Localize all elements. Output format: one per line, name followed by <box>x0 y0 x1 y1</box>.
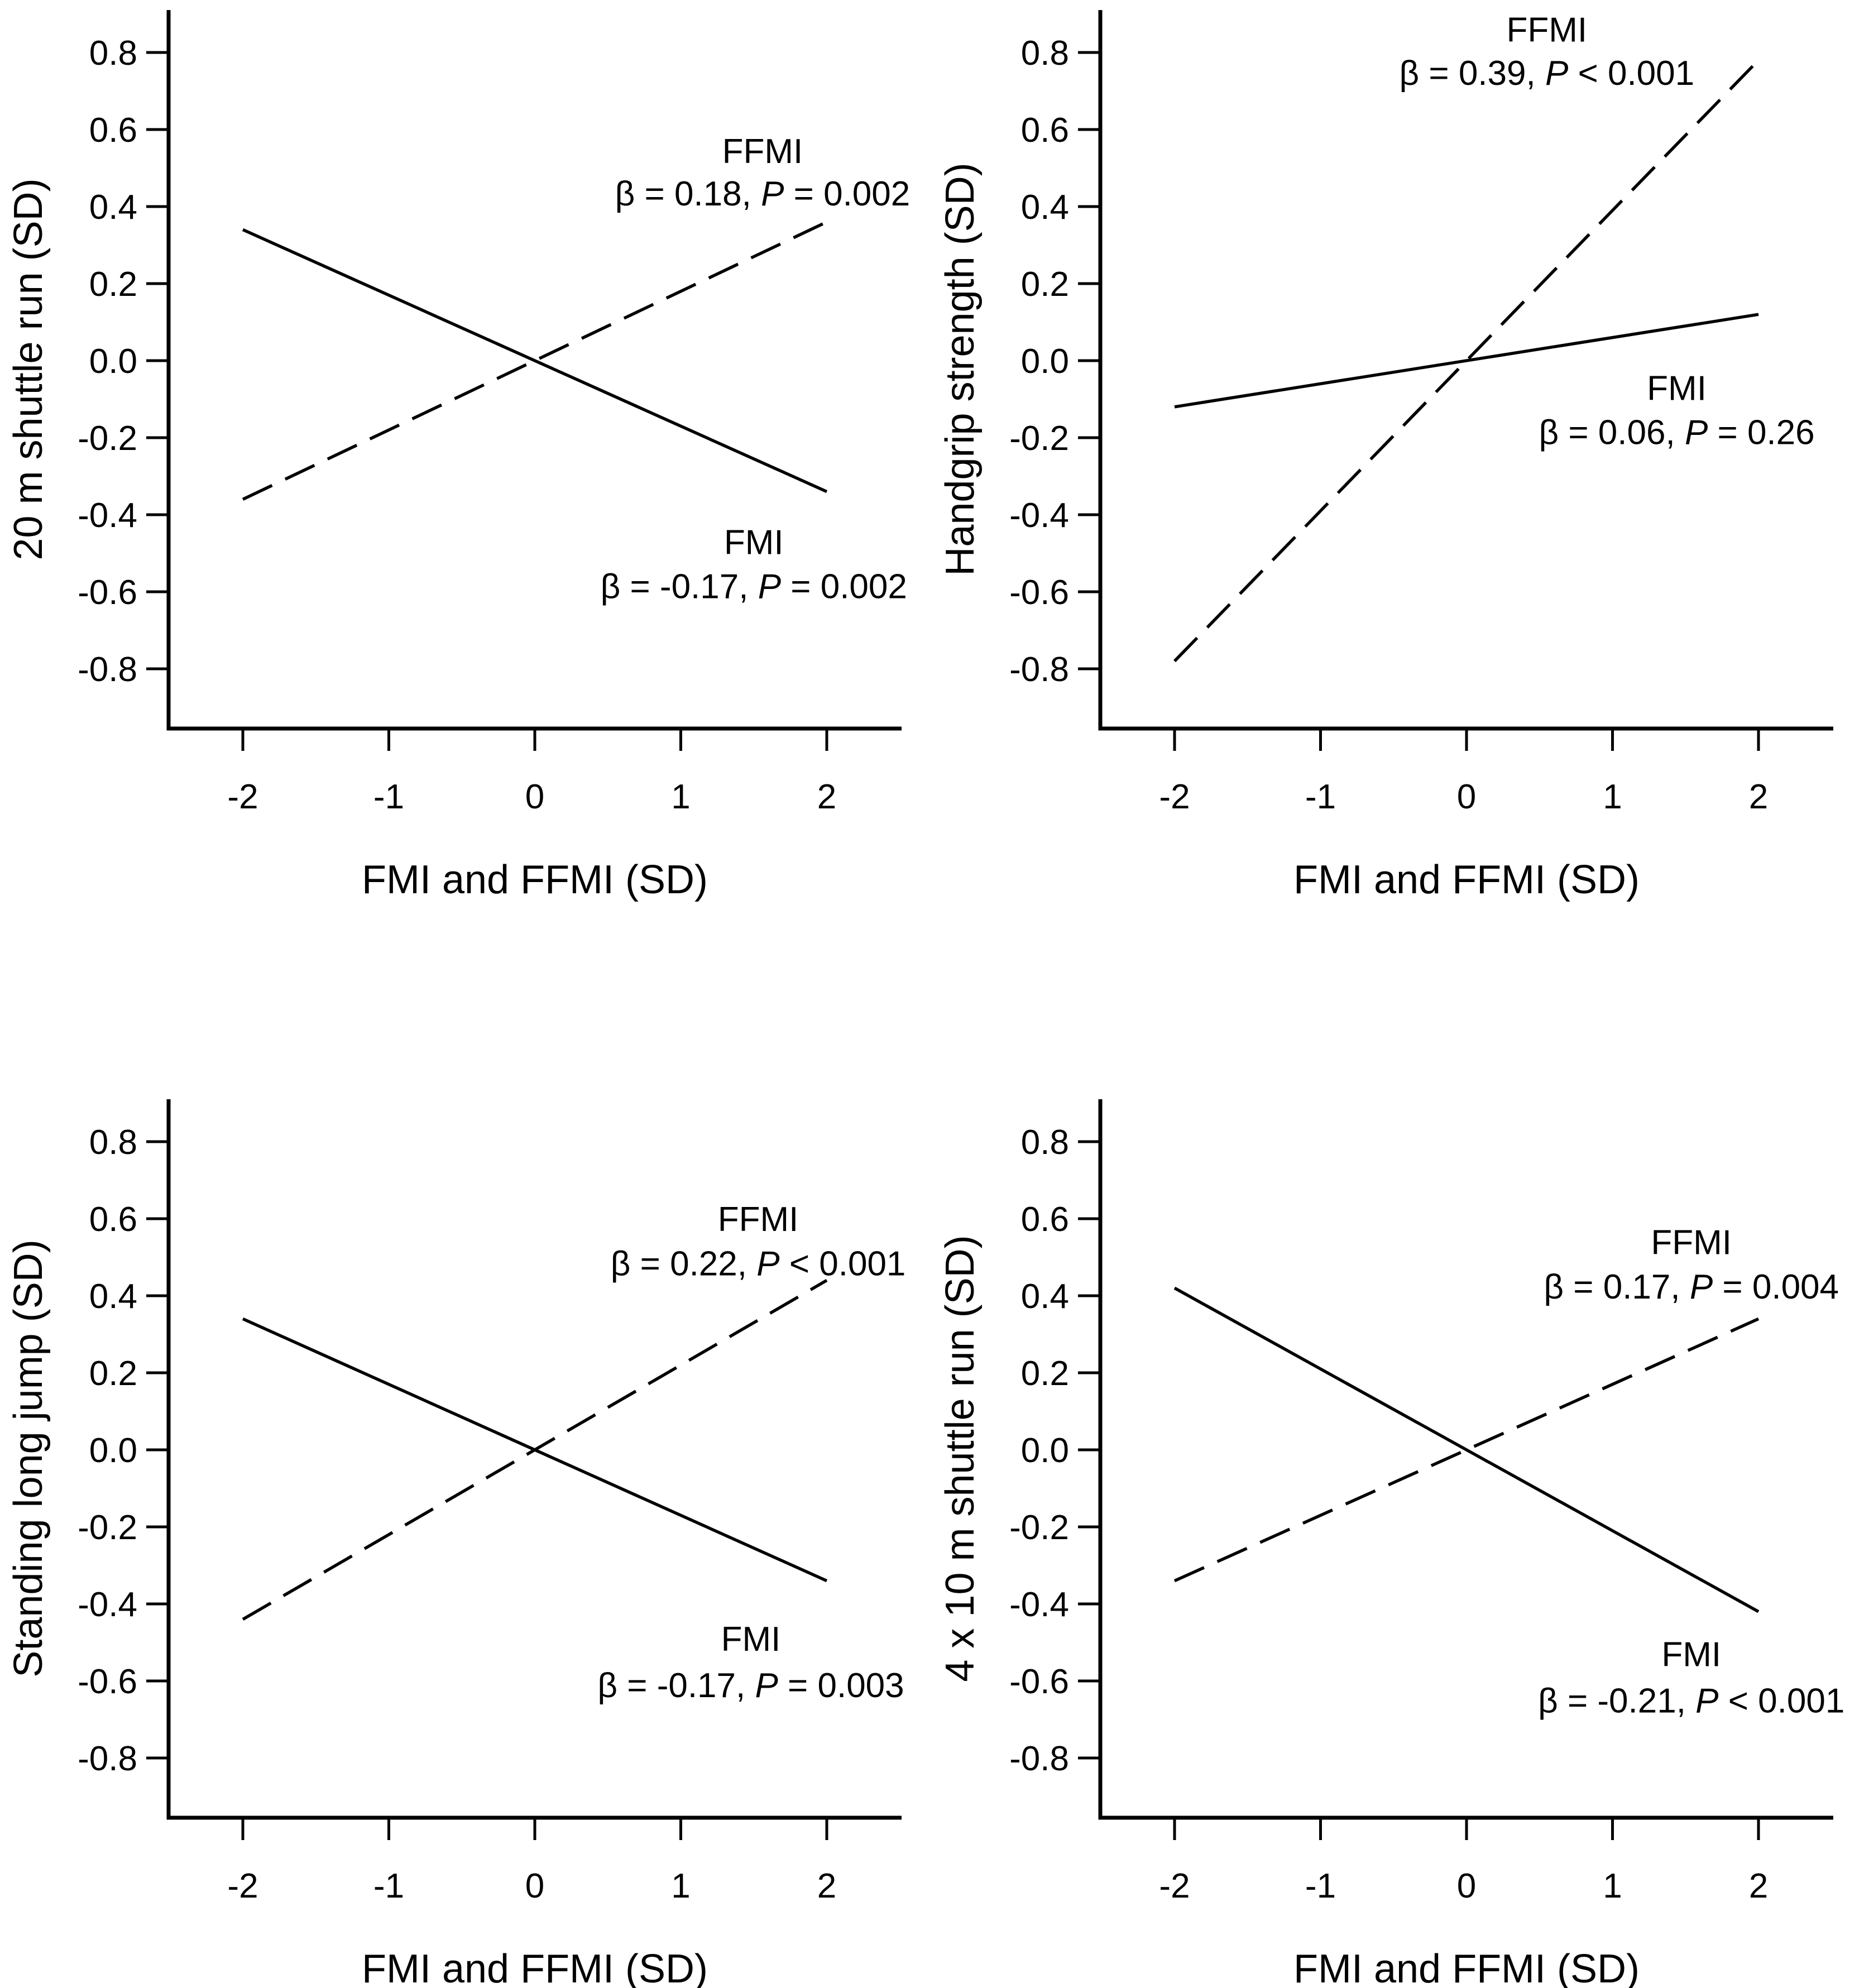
ffmi-line <box>242 221 828 501</box>
x-tick-label: 2 <box>817 778 836 816</box>
chart-top-right: 0.8 0.6 0.4 0.2 0.0 -0.2 -0.4 -0.6 -0.8 -2 -1 0 1 2 FM… <box>932 0 1864 994</box>
ffmi-annotation-stats: β = 0.22, P < 0.001 <box>611 1244 906 1283</box>
fmi-annotation-stats: β = -0.17, P = 0.002 <box>601 568 907 606</box>
fmi-annotation-stats: β = -0.17, P = 0.003 <box>597 1666 904 1705</box>
y-tick-label: -0.8 <box>1009 650 1069 689</box>
ffmi-annotation-title: FFMI <box>718 1200 799 1239</box>
x-tick-label: 0 <box>1457 1867 1476 1905</box>
y-tick-label: 0.4 <box>1021 188 1069 227</box>
fmi-line <box>242 1317 828 1583</box>
x-axis-label: FMI and FFMI (SD) <box>1293 858 1640 902</box>
y-tick-label: -0.6 <box>78 573 137 612</box>
ffmi-annotation-stats: β = 0.17, P = 0.004 <box>1544 1268 1839 1306</box>
y-tick-label: 0.2 <box>89 1354 137 1393</box>
x-tick-label: 2 <box>1749 1867 1768 1905</box>
y-tick-label: 0.6 <box>1021 1200 1069 1239</box>
x-tick-label: 2 <box>817 1867 836 1905</box>
x-tick-label: -1 <box>1305 1867 1336 1905</box>
y-tick-label: 0.6 <box>1021 111 1069 150</box>
y-tick-label: -0.8 <box>78 1740 137 1778</box>
y-tick-label: -0.6 <box>78 1663 137 1701</box>
y-tick-label: 0.0 <box>89 342 137 381</box>
x-tick-label: -2 <box>1159 1867 1190 1905</box>
y-tick-label: -0.6 <box>1009 573 1069 612</box>
fmi-annotation-title: FMI <box>724 523 784 562</box>
y-tick-label: -0.2 <box>1009 1508 1069 1547</box>
ffmi-annotation-stats: β = 0.18, P = 0.002 <box>615 175 911 213</box>
y-axis-label: Handgrip strength (SD) <box>938 162 983 576</box>
y-tick-label: -0.4 <box>78 496 137 535</box>
fmi-annotation-stats: β = -0.21, P < 0.001 <box>1538 1682 1844 1721</box>
chart-top-left: 0.8 0.6 0.4 0.2 0.0 -0.2 -0.4 -0.6 -0.8 -2 -1 0 1 2 FM… <box>0 0 932 994</box>
y-tick-label: 0.8 <box>1021 34 1069 73</box>
chart-bottom-right: 0.8 0.6 0.4 0.2 0.0 -0.2 -0.4 -0.6 -0.8 -2 -1 0 1 2 FM… <box>932 994 1864 1988</box>
y-tick-label: 0.4 <box>89 1277 137 1316</box>
y-tick-label: -0.4 <box>1009 1585 1069 1624</box>
y-tick-label: 0.4 <box>1021 1277 1069 1316</box>
y-axis-label: 20 m shuttle run (SD) <box>6 178 51 560</box>
fmi-annotation-title: FMI <box>721 1620 781 1659</box>
y-tick-label: -0.2 <box>78 1508 137 1547</box>
ffmi-annotation-title: FFMI <box>722 132 803 171</box>
x-axis-label: FMI and FFMI (SD) <box>362 1947 708 1988</box>
y-tick-label: 0.0 <box>1021 1431 1069 1470</box>
fmi-line <box>1174 313 1759 409</box>
fmi-annotation-stats: β = 0.06, P = 0.26 <box>1539 414 1814 452</box>
y-axis-label: 4 x 10 m shuttle run (SD) <box>938 1235 983 1682</box>
y-tick-label: 0.6 <box>89 111 137 150</box>
ffmi-annotation-stats: β = 0.39, P < 0.001 <box>1400 54 1695 93</box>
ffmi-line <box>1173 1317 1760 1583</box>
y-tick-label: 0.2 <box>89 265 137 304</box>
fmi-line <box>1173 1286 1760 1613</box>
y-tick-label: 0.8 <box>89 1123 137 1162</box>
x-tick-label: -1 <box>373 1867 404 1905</box>
y-tick-label: 0.4 <box>89 188 137 227</box>
y-tick-label: 0.2 <box>1021 1354 1069 1393</box>
y-axis-label: Standing long jump (SD) <box>6 1239 51 1677</box>
x-tick-label: 1 <box>1603 778 1622 816</box>
ffmi-annotation-title: FFMI <box>1651 1223 1732 1262</box>
y-tick-label: -0.8 <box>78 650 137 689</box>
fmi-annotation-title: FMI <box>1661 1636 1721 1674</box>
y-tick-label: -0.4 <box>78 1585 137 1624</box>
x-tick-label: -1 <box>373 778 404 816</box>
x-axis-label: FMI and FFMI (SD) <box>362 858 708 902</box>
x-tick-label: -2 <box>227 1867 258 1905</box>
y-tick-label: -0.4 <box>1009 496 1069 535</box>
y-tick-label: -0.8 <box>1009 1740 1069 1778</box>
x-tick-label: -1 <box>1305 778 1336 816</box>
y-tick-label: 0.8 <box>1021 1123 1069 1162</box>
y-tick-label: 0.0 <box>1021 342 1069 381</box>
x-tick-label: 1 <box>671 778 690 816</box>
x-tick-label: 0 <box>525 778 544 816</box>
ffmi-annotation-title: FFMI <box>1507 11 1588 50</box>
x-tick-label: 1 <box>671 1867 690 1905</box>
fmi-annotation-title: FMI <box>1647 369 1707 408</box>
y-tick-label: 0.2 <box>1021 265 1069 304</box>
y-tick-label: -0.2 <box>78 419 137 458</box>
x-tick-label: 0 <box>1457 778 1476 816</box>
y-tick-label: 0.6 <box>89 1200 137 1239</box>
y-tick-label: 0.0 <box>89 1431 137 1470</box>
x-tick-label: -2 <box>227 778 258 816</box>
fmi-line <box>242 228 828 494</box>
x-tick-label: -2 <box>1159 778 1190 816</box>
x-tick-label: 0 <box>525 1867 544 1905</box>
x-axis-label: FMI and FFMI (SD) <box>1293 1947 1640 1988</box>
x-tick-label: 1 <box>1603 1867 1622 1905</box>
y-tick-label: -0.6 <box>1009 1663 1069 1701</box>
chart-bottom-left: 0.8 0.6 0.4 0.2 0.0 -0.2 -0.4 -0.6 -0.8 -2 -1 0 1 2 FM… <box>0 994 932 1988</box>
y-tick-label: -0.2 <box>1009 419 1069 458</box>
y-tick-label: 0.8 <box>89 34 137 73</box>
x-tick-label: 2 <box>1749 778 1768 816</box>
